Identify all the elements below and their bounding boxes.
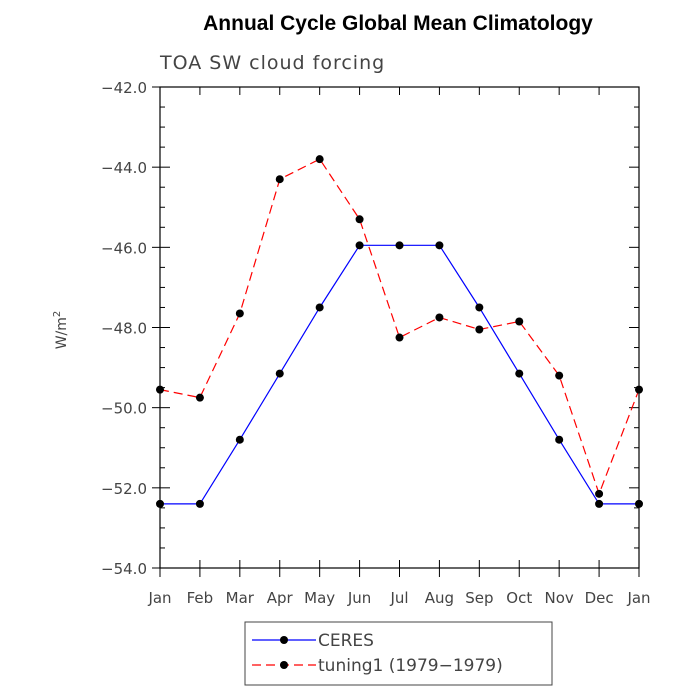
x-axis: Jan Feb Mar Apr May Jun Jul Aug Sep Oct Nov Dec Jan (147, 87, 651, 607)
series-2-point (435, 313, 444, 322)
x-tick-label: Apr (267, 589, 294, 607)
series-2-point (595, 489, 604, 498)
series-line-2 (159, 158, 640, 496)
series-1-point (555, 435, 564, 444)
x-tick-label: Jan (147, 589, 171, 607)
series-1-point (515, 369, 524, 378)
series-2-point (235, 309, 244, 318)
legend: CERES tuning1 (1979−1979) (244, 621, 553, 686)
x-tick-label: Dec (585, 589, 614, 607)
x-tick-label: May (304, 589, 335, 607)
series-2-point (315, 155, 324, 164)
series-2-point (195, 393, 204, 402)
series-1-point (355, 241, 364, 250)
chart-subtitle: TOA SW cloud forcing (159, 52, 385, 74)
x-tick-label: Sep (465, 589, 493, 607)
x-tick-label: Jun (347, 589, 371, 607)
series-1-point (156, 499, 164, 508)
series-1-point (275, 369, 284, 378)
plot-area (159, 86, 640, 569)
y-tick-label: −42.0 (101, 79, 147, 97)
legend-label-2: tuning1 (1979−1979) (318, 656, 503, 676)
chart-title: Annual Cycle Global Mean Climatology (203, 12, 593, 35)
series-1-point (395, 241, 404, 250)
y-axis-label: W/m2 (52, 311, 70, 350)
series-1-point (195, 499, 204, 508)
series-layer (156, 155, 643, 508)
x-tick-label: Feb (187, 589, 214, 607)
y-tick-label: −50.0 (101, 400, 147, 418)
x-tick-label: Jan (626, 589, 650, 607)
series-2-point (156, 385, 164, 394)
series-2-point (355, 215, 364, 224)
x-tick-label: Nov (545, 589, 574, 607)
legend-label-1: CERES (318, 631, 374, 651)
y-axis: −54.0 −52.0 −50.0 −48.0 −46.0 −44.0 −42.0 (101, 79, 639, 578)
series-1-point (635, 499, 643, 508)
series-2-point (475, 325, 484, 334)
series-2-point (275, 175, 284, 184)
x-tick-label: Mar (226, 589, 255, 607)
legend-marker-2 (280, 661, 288, 669)
y-tick-label: −44.0 (101, 159, 147, 177)
legend-box (244, 621, 553, 686)
series-1-point (315, 303, 324, 312)
x-tick-label: Oct (506, 589, 532, 607)
legend-marker-1 (280, 636, 288, 644)
series-2-point (635, 385, 643, 394)
series-2-point (395, 333, 404, 342)
series-2-point (515, 317, 524, 326)
y-tick-label: −46.0 (101, 239, 147, 257)
y-tick-label: −52.0 (101, 480, 147, 498)
series-line-1 (160, 244, 639, 505)
x-tick-label: Jul (389, 589, 408, 607)
y-tick-label: −48.0 (101, 320, 147, 338)
y-tick-label: −54.0 (101, 560, 147, 578)
series-1-point (595, 499, 604, 508)
series-2-point (555, 371, 564, 380)
series-1-point (435, 241, 444, 250)
series-1-point (475, 303, 484, 312)
series-1-point (235, 435, 244, 444)
x-tick-label: Aug (425, 589, 454, 607)
